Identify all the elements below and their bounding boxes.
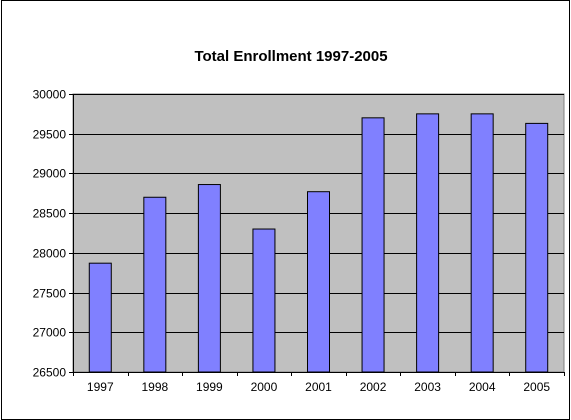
bar-2002 — [361, 117, 385, 373]
y-tick-label: 29000 — [33, 167, 67, 181]
x-tick-label: 1998 — [141, 380, 168, 394]
y-tick-label: 27000 — [33, 326, 67, 340]
bar-2001 — [307, 191, 330, 373]
x-tick-label: 2002 — [360, 380, 387, 394]
x-tick-label: 2005 — [523, 380, 550, 394]
y-axis: 26500 27000 27500 28000 28500 29000 29500 30000 — [33, 88, 74, 380]
x-tick-label: 1999 — [196, 380, 223, 394]
x-tick-label: 2003 — [414, 380, 441, 394]
x-tick-label: 1997 — [87, 380, 114, 394]
y-tick-label: 30000 — [33, 88, 67, 102]
y-tick-label: 29500 — [33, 128, 67, 142]
x-axis: 1997 1998 1999 2000 2001 2002 2003 2004 2005 — [73, 372, 565, 394]
y-tick-label: 26500 — [33, 366, 67, 380]
bar-2000 — [252, 228, 276, 373]
bars — [88, 113, 549, 373]
x-tick-label: 2001 — [305, 380, 332, 394]
y-tick-label: 28500 — [33, 207, 67, 221]
bar-1998 — [143, 196, 167, 373]
chart-title: Total Enrollment 1997-2005 — [194, 48, 387, 65]
bar-2005 — [525, 122, 549, 373]
y-tick-label: 28000 — [33, 247, 67, 261]
x-tick-label: 2000 — [251, 380, 278, 394]
bar-1997 — [88, 262, 112, 373]
bar-1999 — [197, 184, 221, 373]
bar-2003 — [416, 113, 440, 373]
bar-2004 — [470, 113, 494, 373]
y-tick-label: 27500 — [33, 287, 67, 301]
x-tick-label: 2004 — [469, 380, 496, 394]
